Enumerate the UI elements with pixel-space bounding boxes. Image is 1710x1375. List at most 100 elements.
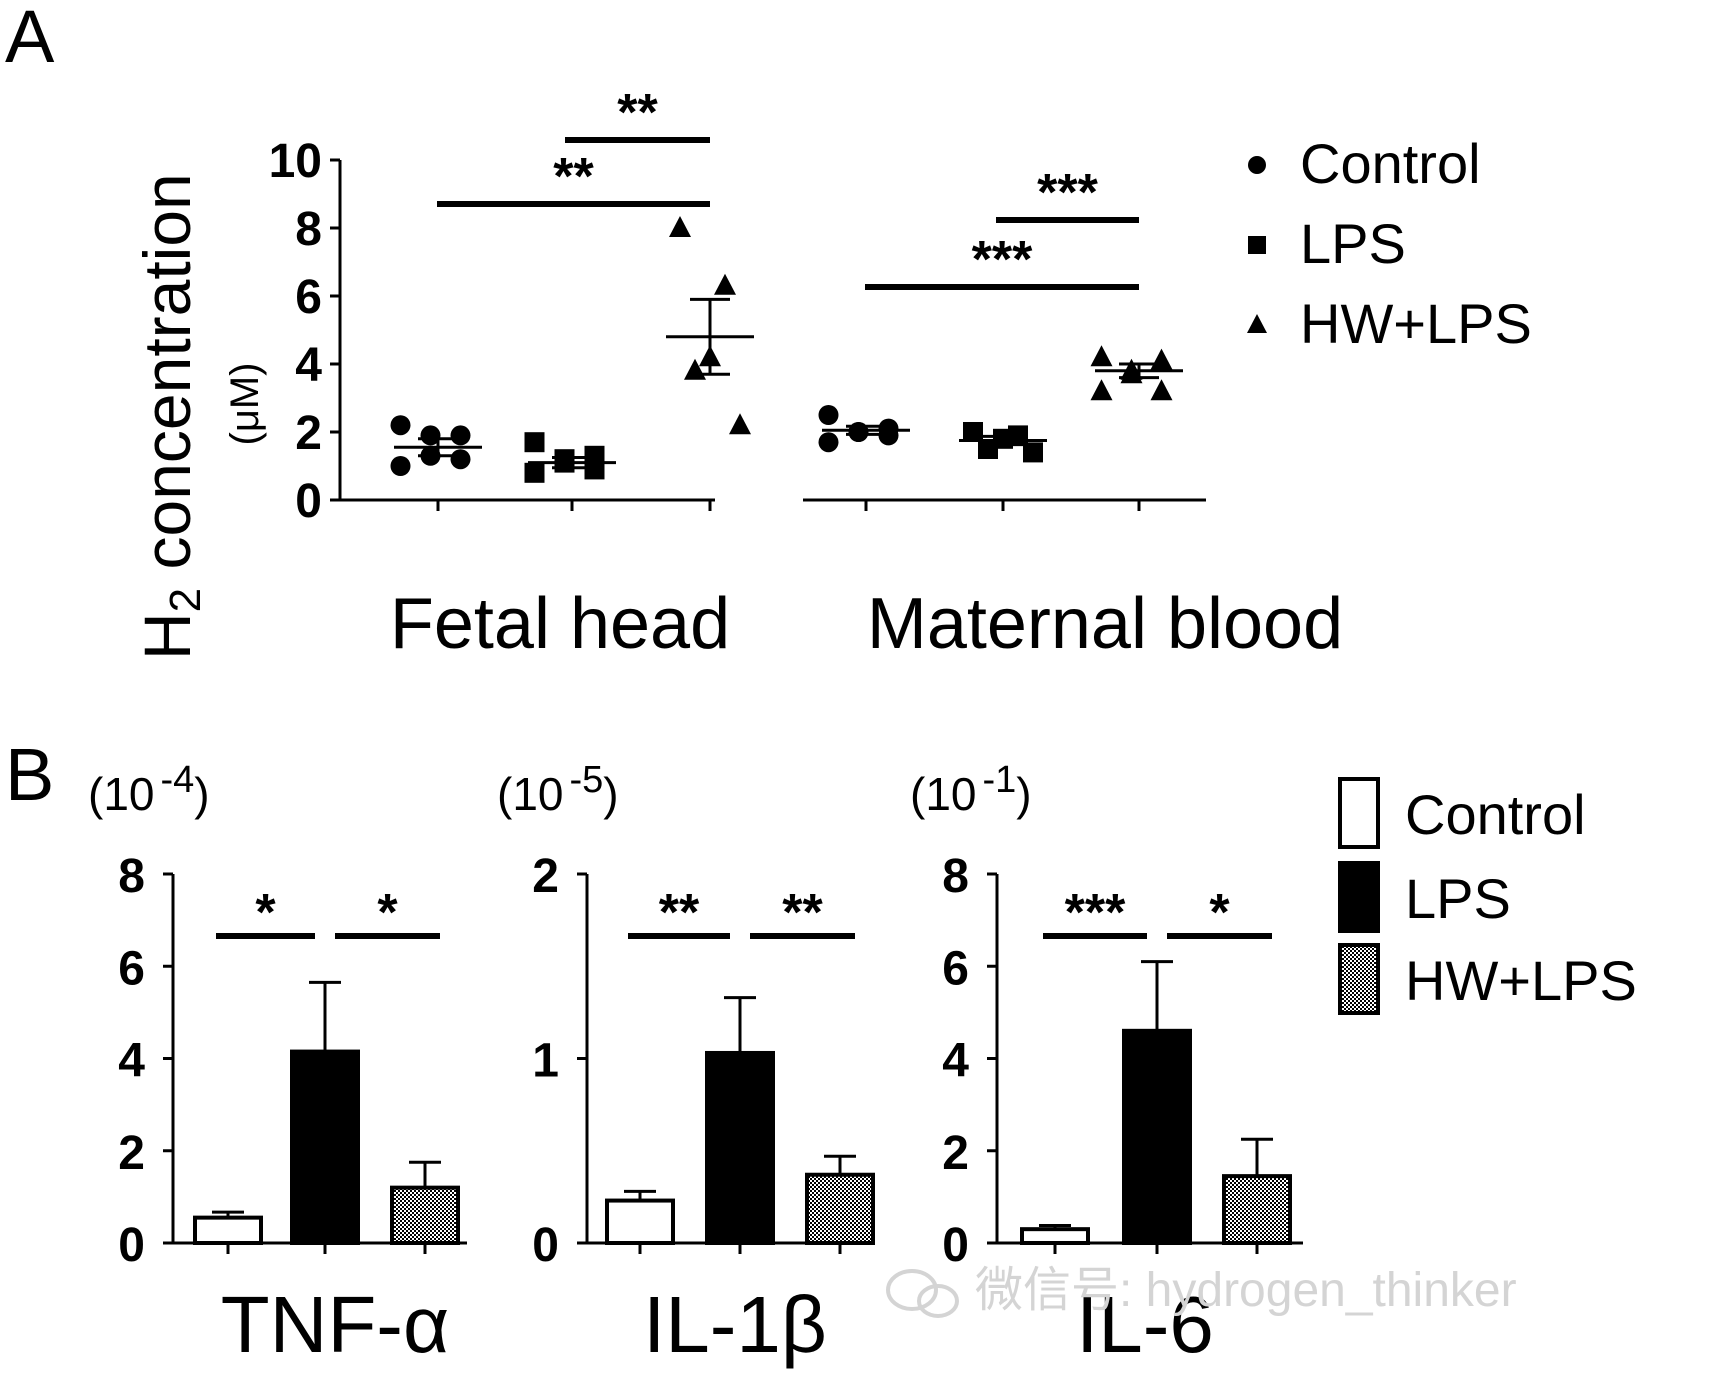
panel-b-legend: Control LPS HW+LPS — [1338, 777, 1637, 1015]
data-point-maternal-blood-lps — [963, 422, 983, 442]
scale-factor-il-6: (10 -1) — [910, 759, 1032, 820]
legend-marker-triangle — [1247, 314, 1267, 333]
data-point-fetal-head-hw-lps — [669, 216, 691, 237]
bar-il-6-control — [1020, 1227, 1090, 1245]
y-tick-label: 2 — [942, 1127, 969, 1180]
data-point-fetal-head-control — [390, 456, 411, 476]
data-point-fetal-head-lps — [524, 432, 545, 453]
panel-b-label: B — [5, 733, 54, 816]
significance-label: *** — [1065, 884, 1126, 942]
panel-a-ylabel: H2 concentration — [130, 173, 210, 660]
group-label-fetal-head: Fetal head — [390, 584, 730, 664]
wechat-icon — [886, 1269, 959, 1318]
bar-tnf-hw-lps — [390, 1185, 460, 1246]
scale-factor-tnf: (10 -4) — [88, 759, 210, 820]
panel-a-legend: Control LPS HW+LPS — [1247, 132, 1532, 355]
data-point-fetal-head-control — [450, 449, 471, 470]
significance-label: ** — [553, 148, 594, 206]
bar-tnf-lps — [290, 1049, 360, 1246]
legend-label-hw-lps: HW+LPS — [1300, 292, 1532, 355]
y-tick-label: 8 — [118, 850, 145, 903]
y-tick-label: 4 — [118, 1035, 145, 1088]
panel-a-ylabel-unit: (μM) — [223, 362, 267, 445]
scale-close: ) — [1016, 768, 1031, 820]
legend-label-lps: LPS — [1300, 212, 1406, 275]
significance-label: *** — [1037, 164, 1098, 222]
y-tick-label: 6 — [118, 942, 145, 995]
significance-label: * — [255, 884, 276, 942]
legend-swatch-hw-lps — [1338, 943, 1380, 1015]
y-tick-label: 0 — [118, 1219, 145, 1272]
data-point-fetal-head-lps — [524, 462, 545, 483]
y-tick-label: 0 — [295, 475, 322, 528]
scale-base: (10 — [497, 768, 563, 820]
scale-close: ) — [194, 768, 209, 820]
legend-label-hw-lps: HW+LPS — [1405, 949, 1637, 1012]
panel-a-label: A — [5, 0, 55, 78]
ylabel-rest: concentration — [130, 173, 204, 588]
significance-label: ** — [617, 84, 658, 142]
y-tick-label: 0 — [942, 1219, 969, 1272]
significance-label: *** — [972, 231, 1033, 289]
significance-label: ** — [659, 884, 700, 942]
significance-label: ** — [782, 884, 823, 942]
y-tick-label: 2 — [118, 1127, 145, 1180]
y-tick-label: 2 — [532, 850, 559, 903]
y-tick-label: 4 — [295, 339, 322, 392]
category-title-il-1: IL-1β — [643, 1280, 827, 1369]
y-tick-label: 0 — [532, 1219, 559, 1272]
scale-exponent: -1 — [982, 759, 1016, 801]
legend-swatch-lps — [1338, 861, 1380, 933]
bar-il-6-hw-lps — [1222, 1174, 1292, 1246]
data-point-fetal-head-control — [390, 415, 411, 436]
legend-label-control: Control — [1300, 132, 1481, 195]
scale-exponent: -5 — [569, 759, 603, 801]
y-tick-label: 10 — [269, 135, 322, 188]
y-tick-label: 2 — [295, 407, 322, 460]
legend-marker-circle — [1248, 156, 1266, 174]
legend-label-lps: LPS — [1405, 867, 1511, 930]
category-title-tnf: TNF-α — [221, 1280, 449, 1369]
y-tick-label: 6 — [942, 942, 969, 995]
bar-il-1-hw-lps — [805, 1172, 875, 1245]
data-point-maternal-blood-control — [818, 432, 839, 453]
data-point-fetal-head-control — [420, 425, 441, 446]
watermark: 微信号: hydrogen_thinker — [886, 1264, 1517, 1318]
data-point-maternal-blood-hw-lps — [1090, 345, 1113, 367]
bar-il-1-control — [605, 1198, 675, 1245]
data-point-maternal-blood-hw-lps — [1150, 348, 1173, 370]
y-tick-label: 4 — [942, 1035, 969, 1088]
y-tick-label: 8 — [295, 203, 322, 256]
data-point-fetal-head-hw-lps — [729, 413, 751, 435]
bar-il-1-lps — [705, 1050, 775, 1245]
legend-swatch-control — [1338, 777, 1380, 849]
scale-exponent: -4 — [160, 759, 194, 801]
category-title-il-6: IL-6 — [1076, 1280, 1214, 1369]
ylabel-main: H — [130, 612, 204, 660]
y-tick-label: 6 — [295, 271, 322, 324]
watermark-text: 微信号: hydrogen_thinker — [975, 1264, 1517, 1317]
significance-label: * — [377, 884, 398, 942]
group-label-maternal-blood: Maternal blood — [867, 584, 1343, 664]
scale-close: ) — [603, 768, 618, 820]
y-tick-label: 1 — [532, 1035, 559, 1088]
ylabel-subscript: 2 — [161, 588, 210, 612]
data-point-maternal-blood-hw-lps — [1090, 379, 1113, 401]
scale-base: (10 — [910, 768, 976, 820]
scale-base: (10 — [88, 768, 154, 820]
data-point-fetal-head-control — [450, 425, 471, 446]
data-point-fetal-head-hw-lps — [714, 273, 736, 295]
data-point-maternal-blood-hw-lps — [1150, 379, 1173, 401]
data-point-maternal-blood-control — [818, 405, 839, 425]
panel-a-unit-text: (μM) — [223, 362, 267, 445]
bar-tnf-control — [193, 1215, 263, 1245]
y-tick-label: 8 — [942, 850, 969, 903]
significance-label: * — [1209, 884, 1230, 942]
bar-il-6-lps — [1122, 1028, 1192, 1245]
scale-factor-il-1: (10 -5) — [497, 759, 619, 820]
data-point-maternal-blood-lps — [1023, 442, 1043, 463]
panel-a-ylabel-text: H2 concentration — [130, 173, 210, 660]
